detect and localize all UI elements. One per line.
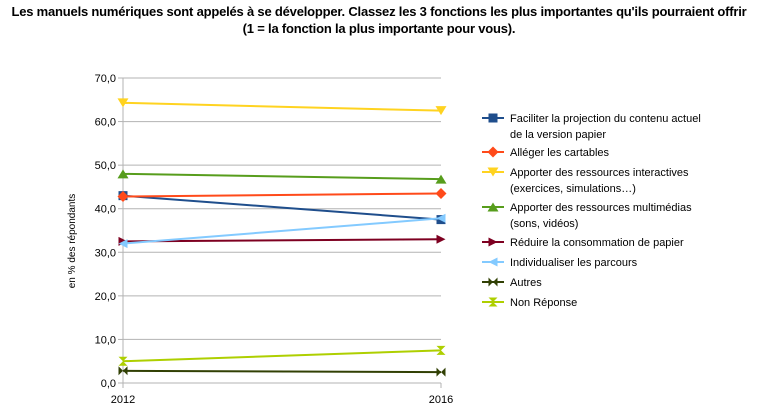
legend-label: Individualiser les parcours	[510, 257, 638, 269]
data-point-marker	[117, 98, 129, 108]
data-point-marker	[488, 257, 498, 267]
data-point-marker	[488, 297, 498, 307]
series-7	[118, 366, 446, 377]
data-point-marker	[117, 191, 129, 203]
series-8	[118, 345, 446, 366]
axes	[118, 77, 442, 388]
data-point-marker	[487, 202, 499, 212]
data-point-marker	[435, 187, 447, 199]
legend-label: (exercices, simulations…)	[510, 183, 636, 195]
data-point-marker	[117, 169, 129, 179]
data-point-marker	[488, 237, 498, 247]
chart-title-line-1: Les manuels numériques sont appelés à se…	[11, 4, 747, 19]
series-line	[122, 172, 442, 181]
data-point-marker	[487, 167, 499, 177]
y-tick-labels: 0,0 10,0 20,0 30,0 40,0 50,0 60,0 70,0	[95, 73, 116, 390]
legend-label: (sons, vidéos)	[510, 218, 578, 230]
legend-label: Apporter des ressources interactives	[510, 167, 689, 179]
series-lines	[117, 98, 447, 377]
series-line	[122, 217, 442, 245]
legend-entry: Apporter des ressources interactives (exe…	[482, 167, 689, 195]
series-2	[117, 187, 447, 203]
y-tick-label: 30,0	[95, 247, 116, 259]
data-point-marker	[436, 345, 446, 355]
y-tick-label: 0,0	[101, 378, 116, 390]
chart-title-line-2: (1 = la fonction la plus importante pour…	[242, 21, 516, 36]
data-point-marker	[436, 234, 446, 244]
legend-entry: Alléger les cartables	[482, 146, 610, 159]
gridlines	[123, 77, 441, 340]
legend-label: Autres	[510, 277, 542, 289]
legend: Faciliter la projection du contenu actue…	[482, 113, 701, 309]
data-point-marker	[435, 174, 447, 184]
y-tick-label: 70,0	[95, 73, 116, 85]
legend-label: Non Réponse	[510, 297, 577, 309]
series-line	[122, 101, 442, 112]
y-tick-label: 10,0	[95, 334, 116, 346]
legend-entry: Autres	[482, 277, 542, 289]
legend-label: de la version papier	[510, 129, 606, 141]
series-line	[122, 192, 442, 198]
legend-entry: Non Réponse	[482, 297, 577, 309]
chart-title: Les manuels numériques sont appelés à se…	[0, 3, 758, 37]
series-line	[122, 238, 442, 243]
y-tick-label: 20,0	[95, 291, 116, 303]
data-point-marker	[435, 106, 447, 116]
series-4	[117, 169, 447, 184]
y-tick-label: 60,0	[95, 117, 116, 129]
y-tick-label: 50,0	[95, 160, 116, 172]
legend-entry: Apporter des ressources multimédias (sons…	[482, 202, 692, 230]
legend-label: Réduire la consommation de papier	[510, 237, 684, 249]
data-point-marker	[487, 146, 499, 158]
data-point-marker	[488, 277, 498, 287]
legend-entry: Faciliter la projection du contenu actue…	[482, 113, 701, 141]
legend-label: Faciliter la projection du contenu actue…	[510, 113, 701, 125]
series-3	[117, 98, 447, 116]
series-line	[122, 349, 442, 363]
series-line	[122, 369, 442, 374]
legend-entry: Réduire la consommation de papier	[482, 237, 684, 249]
data-point-marker	[436, 367, 446, 377]
y-tick-label: 40,0	[95, 204, 116, 216]
legend-label: Alléger les cartables	[510, 147, 610, 159]
data-point-marker	[436, 213, 446, 223]
series-6	[118, 213, 446, 249]
legend-label: Apporter des ressources multimédias	[510, 202, 692, 214]
y-axis-label: en % des répondants	[67, 194, 78, 289]
series-line	[122, 194, 442, 221]
x-tick-labels: 2012 2016	[111, 394, 453, 406]
data-point-marker	[118, 366, 128, 376]
legend-entry: Individualiser les parcours	[482, 257, 638, 269]
data-point-marker	[118, 239, 128, 249]
x-tick-label: 2016	[429, 394, 453, 406]
x-tick-label: 2012	[111, 394, 135, 406]
data-point-marker	[118, 356, 128, 366]
data-point-marker	[488, 113, 498, 123]
